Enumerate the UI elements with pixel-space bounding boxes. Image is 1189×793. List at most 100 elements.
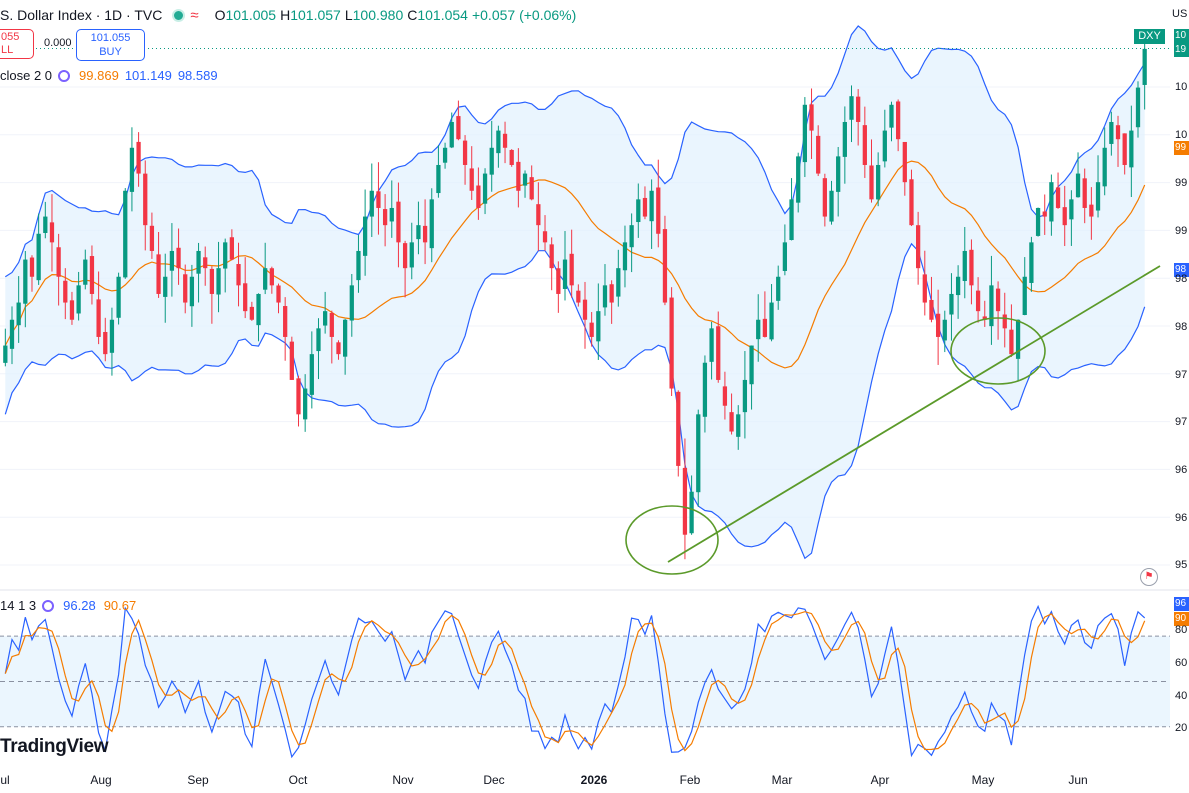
- price-tick: 99: [1175, 225, 1188, 237]
- symbol-tag: DXY: [1134, 29, 1165, 44]
- candle-body: [669, 297, 674, 389]
- candle-body: [1009, 329, 1014, 355]
- candle-body: [69, 300, 75, 320]
- candle-body: [916, 225, 921, 269]
- candle-body: [756, 319, 761, 340]
- us-flag-icon[interactable]: ⚑: [1140, 568, 1158, 586]
- candle-body: [263, 268, 268, 290]
- spread-value: 0.000: [44, 37, 72, 49]
- candle-body: [922, 274, 927, 303]
- sell-label: LL: [1, 44, 14, 56]
- high-value: 101.057: [290, 7, 341, 23]
- candle-body: [1055, 187, 1061, 208]
- candle-body: [23, 259, 28, 304]
- candle-body: [769, 302, 774, 340]
- candle-body: [116, 276, 121, 318]
- candle-body: [542, 231, 548, 243]
- bb-basis-axis-label: 99: [1174, 141, 1189, 155]
- candle-body: [29, 257, 35, 277]
- tradingview-logo[interactable]: TradingView: [0, 736, 109, 757]
- candle-body: [476, 185, 481, 208]
- candle-body: [876, 164, 881, 200]
- candle-body: [789, 199, 794, 241]
- indicator-settings-icon[interactable]: [42, 599, 55, 612]
- candle-body: [16, 302, 21, 326]
- candle-body: [229, 237, 234, 260]
- candle-body: [416, 225, 421, 240]
- candle-body: [736, 414, 741, 437]
- candle-body: [3, 345, 8, 363]
- candle-body: [1102, 147, 1107, 187]
- candle-body: [776, 276, 781, 301]
- candle-body: [163, 276, 168, 297]
- circle-annotation[interactable]: [625, 505, 719, 575]
- stochastic-pane[interactable]: [0, 589, 1189, 759]
- buy-button[interactable]: 101.055 BUY: [76, 29, 145, 61]
- candle-body: [836, 156, 841, 192]
- candle-body: [869, 165, 874, 200]
- candle-body: [696, 414, 701, 493]
- x-axis-label: Mar: [771, 773, 793, 787]
- candle-body: [702, 362, 708, 417]
- candle-body: [1095, 182, 1101, 211]
- x-axis-label: Sep: [187, 773, 209, 787]
- candle-body: [136, 141, 141, 174]
- candle-body: [123, 190, 128, 278]
- candle-body: [969, 249, 974, 286]
- candle-body: [89, 256, 95, 294]
- candle-body: [656, 187, 661, 234]
- stoch-k-value: 96.28: [63, 598, 96, 613]
- close-value: 101.054: [417, 7, 468, 23]
- bollinger-upper-line[interactable]: [4, 25, 1146, 278]
- candle-body: [556, 268, 561, 294]
- sell-button[interactable]: 055 LL: [0, 29, 34, 59]
- x-axis-label: Aug: [90, 773, 112, 787]
- candle-body: [276, 285, 281, 303]
- candle-body: [1109, 121, 1114, 144]
- candle-body: [1015, 319, 1021, 359]
- candle-body: [176, 247, 181, 269]
- bollinger-basis-line[interactable]: [4, 160, 1146, 369]
- candle-body: [129, 147, 135, 192]
- candle-body: [722, 386, 728, 406]
- stoch-tick: 40: [1175, 690, 1188, 702]
- candle-body: [169, 250, 175, 271]
- high-label: H: [280, 7, 291, 23]
- candle-body: [649, 190, 654, 222]
- candle-body: [422, 225, 428, 243]
- candle-body: [642, 197, 648, 217]
- currency-label[interactable]: US: [1172, 8, 1188, 20]
- candle-body: [629, 225, 634, 248]
- candle-body: [849, 96, 854, 120]
- candle-body: [1069, 199, 1074, 220]
- price-tick: 96: [1175, 464, 1188, 476]
- bollinger-legend[interactable]: close 2 0 99.869 101.149 98.589: [0, 68, 224, 83]
- candle-body: [296, 378, 301, 415]
- buy-price: 101.055: [90, 32, 131, 44]
- price-tick: 97: [1175, 416, 1188, 428]
- candle-body: [349, 285, 354, 321]
- stoch-k-line[interactable]: [4, 604, 1146, 759]
- price-pane[interactable]: [0, 25, 1172, 575]
- candle-body: [283, 306, 288, 337]
- stochastic-legend[interactable]: 14 1 3 96.28 90.67: [0, 598, 136, 613]
- trendline-drawing[interactable]: [667, 265, 1161, 563]
- candle-body: [396, 201, 401, 243]
- candle-body: [456, 116, 461, 140]
- bollinger-lower-line[interactable]: [4, 242, 1146, 560]
- candle-body: [289, 341, 294, 380]
- candle-body: [1142, 48, 1147, 85]
- data-delay-icon: ≈: [190, 6, 199, 24]
- symbol-title[interactable]: S. Dollar Index · 1D · TVC: [0, 7, 163, 23]
- candle-body: [216, 268, 221, 295]
- stoch-d-line[interactable]: [4, 611, 1146, 752]
- candle-body: [949, 293, 954, 315]
- candle-body: [369, 190, 374, 217]
- indicator-settings-icon[interactable]: [58, 69, 71, 82]
- circle-annotation[interactable]: [950, 317, 1046, 385]
- candle-body: [682, 467, 688, 535]
- candle-body: [502, 133, 508, 148]
- candle-body: [189, 276, 195, 307]
